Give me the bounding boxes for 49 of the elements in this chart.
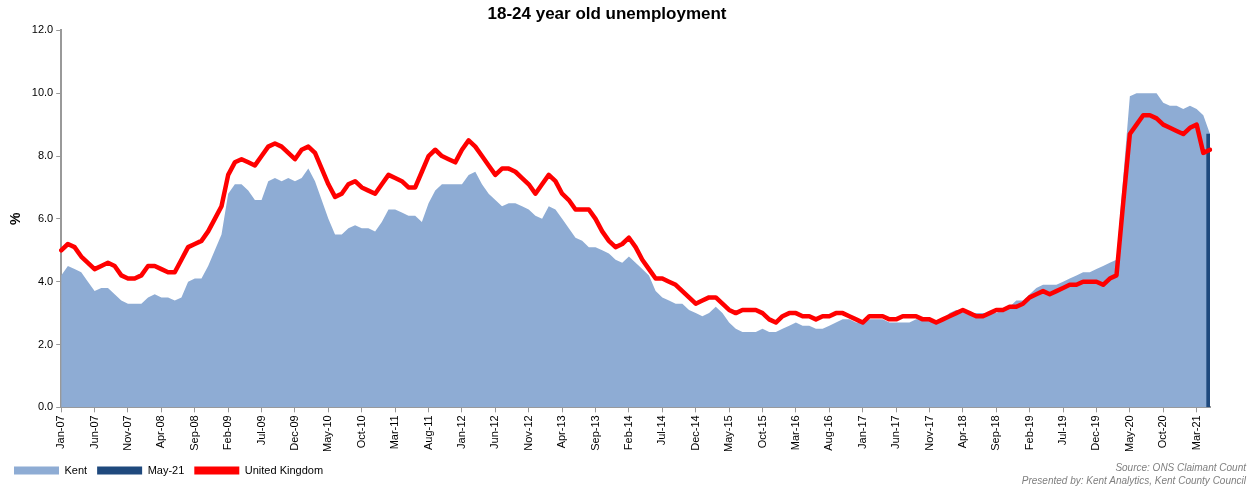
x-tick-label: Mar-11 bbox=[388, 415, 401, 450]
x-tick-label: May-15 bbox=[722, 415, 735, 453]
x-tick-label: Dec-14 bbox=[688, 415, 701, 451]
x-tick-label: Aug-16 bbox=[822, 415, 835, 451]
x-tick-label: Sep-13 bbox=[588, 415, 601, 451]
x-tick-label: Jul-14 bbox=[655, 415, 668, 446]
x-tick-label: Nov-07 bbox=[121, 415, 134, 451]
legend-label: Kent bbox=[64, 463, 88, 476]
legend-label: United Kingdom bbox=[244, 463, 324, 476]
x-tick-label: Dec-09 bbox=[288, 415, 301, 451]
x-tick-label: Dec-19 bbox=[1089, 415, 1102, 451]
x-tick-label: Apr-08 bbox=[154, 415, 167, 449]
x-tick-label: Jan-17 bbox=[855, 415, 868, 449]
x-tick-label: Sep-18 bbox=[989, 415, 1002, 451]
x-tick-label: Jan-07 bbox=[54, 415, 67, 449]
x-tick-label: Oct-10 bbox=[354, 415, 367, 449]
x-tick-label: Oct-20 bbox=[1156, 415, 1169, 449]
x-tick-label: May-10 bbox=[321, 415, 334, 453]
y-tick-label: 8.0 bbox=[37, 149, 54, 162]
x-tick-label: Apr-18 bbox=[955, 415, 968, 449]
x-tick-label: Feb-09 bbox=[221, 415, 234, 451]
y-tick-label: 6.0 bbox=[37, 211, 54, 224]
x-tick-label: Nov-17 bbox=[922, 415, 935, 451]
x-tick-label: Jun-12 bbox=[488, 415, 501, 449]
x-tick-label: Jun-07 bbox=[87, 415, 100, 449]
text: Presented by: Kent Analytics, Kent County Council bbox=[1021, 474, 1247, 486]
x-tick-label: Sep-08 bbox=[187, 415, 200, 451]
x-tick-label: Jul-09 bbox=[254, 415, 267, 446]
x-tick-label: Aug-11 bbox=[421, 415, 434, 450]
x-tick-label: Feb-19 bbox=[1022, 415, 1035, 451]
y-tick-label: 10.0 bbox=[31, 86, 54, 99]
y-tick-label: 12.0 bbox=[31, 23, 54, 36]
y-tick-label: 2.0 bbox=[37, 337, 54, 350]
source-note: Source: ONS Claimant Count bbox=[1115, 461, 1248, 473]
x-tick-label: Jun-17 bbox=[889, 415, 902, 449]
x-tick-label: Oct-15 bbox=[755, 415, 768, 449]
x-tick-label: Mar-21 bbox=[1189, 415, 1202, 451]
x-tick-label: May-20 bbox=[1122, 415, 1135, 453]
x-tick-label: Feb-14 bbox=[621, 415, 634, 451]
x-tick-label: Mar-16 bbox=[788, 415, 801, 451]
x-tick-label: Jan-12 bbox=[454, 415, 467, 449]
y-tick-label: 0.0 bbox=[37, 400, 54, 413]
legend-label: May-21 bbox=[147, 463, 185, 476]
y-tick-label: 4.0 bbox=[37, 274, 54, 287]
x-tick-label: Nov-12 bbox=[521, 415, 534, 451]
x-tick-label: Jul-19 bbox=[1056, 415, 1069, 446]
x-tick-label: Apr-13 bbox=[555, 415, 568, 449]
chart-title: 18-24 year old unemployment bbox=[487, 3, 727, 23]
y-axis-title: % bbox=[7, 212, 24, 226]
